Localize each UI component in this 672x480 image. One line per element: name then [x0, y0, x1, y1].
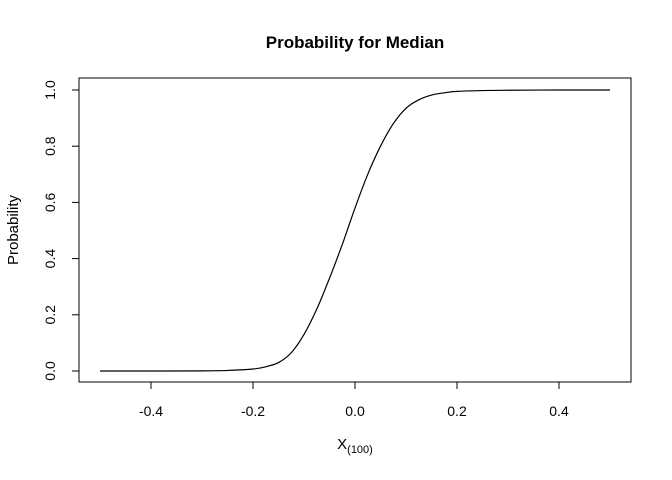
- y-axis-label: Probability: [5, 194, 22, 265]
- y-tick-label: 0.0: [42, 361, 58, 381]
- x-axis-label-main: X: [337, 436, 347, 453]
- y-tick-label: 0.6: [42, 192, 58, 212]
- y-axis-ticks: 0.0 0.2 0.4 0.6 0.8 1.0: [42, 80, 79, 381]
- y-tick-label: 0.4: [42, 249, 58, 269]
- x-tick-label: 0.4: [549, 403, 569, 419]
- x-tick-label: -0.4: [139, 403, 163, 419]
- x-tick-label: -0.2: [241, 403, 265, 419]
- x-axis-label: X(100): [337, 436, 373, 456]
- y-tick-label: 1.0: [42, 80, 58, 100]
- x-axis-ticks: -0.4 -0.2 0.0 0.2 0.4: [139, 382, 569, 419]
- x-axis-label-subscript: (100): [347, 444, 373, 456]
- y-tick-label: 0.2: [42, 305, 58, 325]
- y-tick-label: 0.8: [42, 136, 58, 156]
- x-tick-label: 0.2: [447, 403, 467, 419]
- plot-frame: [78, 77, 632, 383]
- x-tick-label: 0.0: [345, 403, 365, 419]
- series-line-probability: [99, 89, 611, 372]
- chart-title: Probability for Median: [266, 33, 445, 52]
